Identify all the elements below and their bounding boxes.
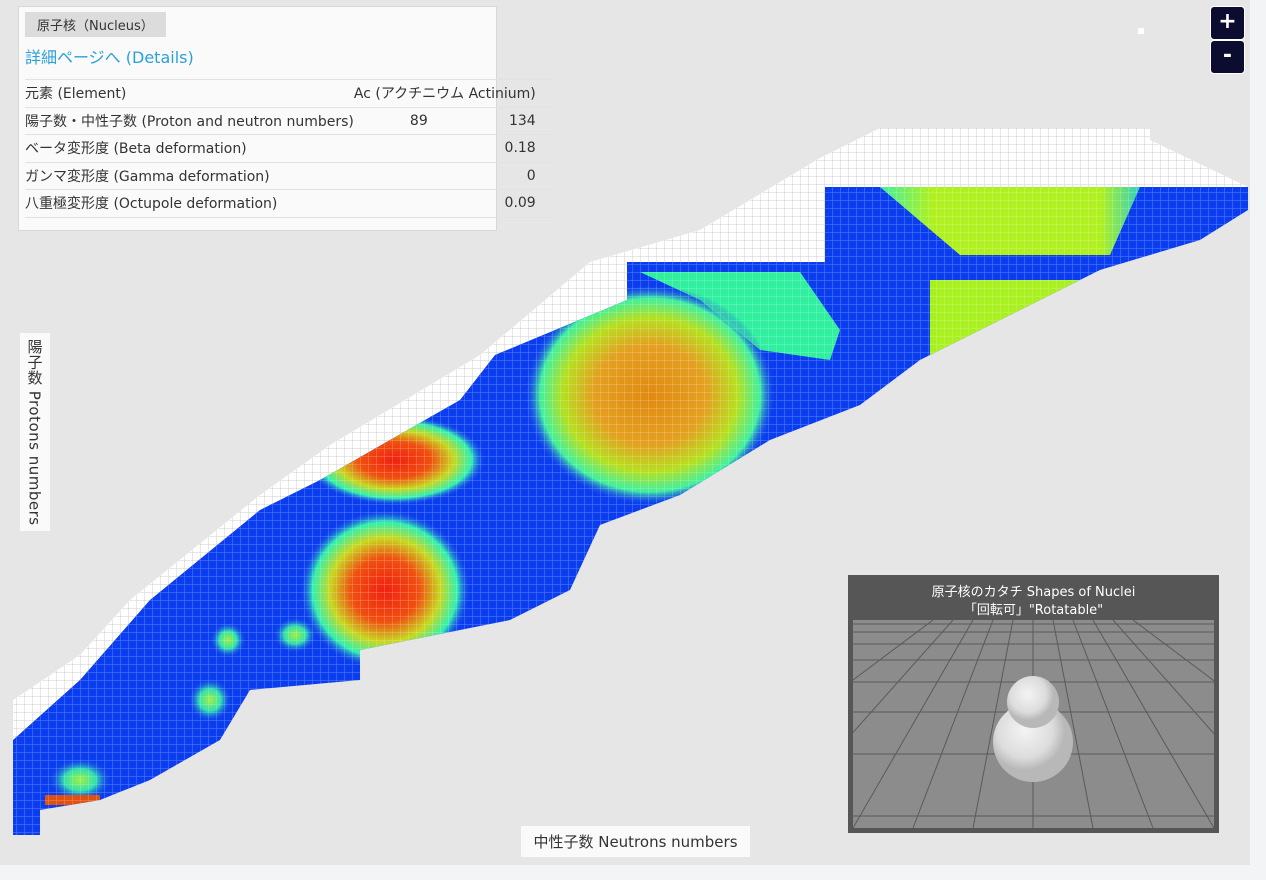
nucleus-shape: [993, 702, 1073, 782]
row-value: 0.18: [353, 134, 552, 163]
viewer-scene: [853, 620, 1214, 828]
row-label: 元素 (Element): [25, 79, 354, 108]
info-table: 元素 (Element) Ac (アクチニウム Actinium) 陽子数・中性子…: [25, 79, 552, 218]
row-value: 89: [353, 106, 452, 135]
viewer-title: 原子核のカタチ Shapes of Nuclei: [931, 585, 1136, 600]
panel-tab: 原子核（Nucleus）: [25, 12, 166, 37]
info-panel: 原子核（Nucleus） 詳細ページへ (Details) 元素 (Elemen…: [18, 6, 552, 231]
nuclear-chart[interactable]: [0, 0, 1250, 865]
nucleus-shape: [1007, 676, 1059, 728]
row-value: Ac (アクチニウム Actinium): [353, 79, 552, 108]
y-axis-label: 陽子数 Protons numbers: [20, 333, 50, 531]
row-value: 134: [451, 106, 552, 135]
marker: [1138, 28, 1144, 34]
zoom-out[interactable]: -: [1210, 40, 1245, 74]
row-value: 0.09: [353, 189, 552, 218]
x-axis-label: 中性子数 Neutrons numbers: [521, 826, 750, 857]
shape-viewer[interactable]: 原子核のカタチ Shapes of Nuclei 「回転可」"Rotatable…: [848, 575, 1219, 833]
chart-area: 原子核（Nucleus） 詳細ページへ (Details) 元素 (Elemen…: [0, 0, 1250, 865]
details-link[interactable]: 詳細ページへ (Details): [25, 48, 194, 67]
row-label: 陽子数・中性子数 (Proton and neutron numbers): [25, 106, 354, 135]
floor-grid: [853, 620, 1214, 828]
row-label: ベータ変形度 (Beta deformation): [25, 134, 354, 163]
row-label: 八重極変形度 (Octupole deformation): [25, 189, 354, 218]
viewer-subtitle: 「回転可」"Rotatable": [963, 603, 1104, 618]
row-value: 0: [353, 161, 552, 190]
zoom-in[interactable]: +: [1210, 6, 1245, 40]
row-label: ガンマ変形度 (Gamma deformation): [25, 161, 354, 190]
